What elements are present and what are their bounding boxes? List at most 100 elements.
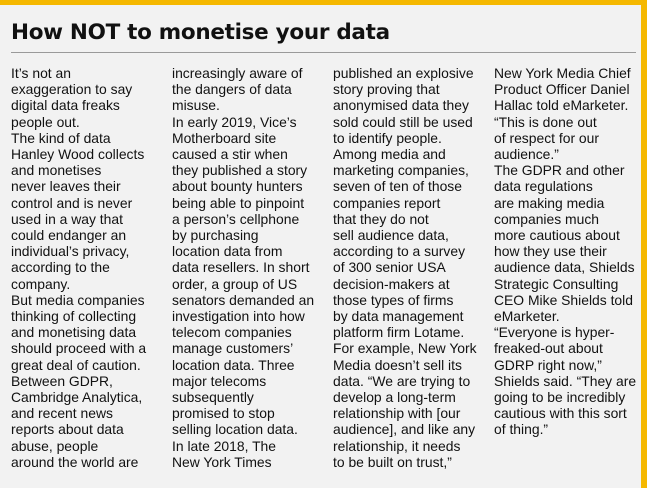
text-line: Motherboard site	[172, 129, 277, 146]
text-line: develop a long-term	[333, 389, 456, 406]
text-line: telecom companies	[172, 324, 292, 341]
text-line: For example, New York	[333, 340, 477, 357]
text-line: promised to stop	[172, 405, 275, 422]
text-line: thinking of collecting	[11, 308, 137, 325]
text-line: those types of firms	[333, 291, 454, 308]
text-line: audience.”	[494, 146, 559, 163]
text-line: anonymised data they	[333, 97, 469, 114]
text-line: great deal of caution.	[11, 356, 141, 373]
text-line: CEO Mike Shields told	[494, 291, 633, 308]
article-column-3: published an explosive story proving that…	[333, 65, 477, 470]
article-column-4: New York Media Chief Product Officer Dani…	[494, 65, 636, 438]
text-line: companies much	[494, 210, 600, 227]
text-line: about bounty hunters	[172, 178, 303, 195]
text-line: should proceed with a	[11, 340, 147, 357]
text-line: GDRP right now,”	[494, 356, 602, 373]
text-line: It’s not an	[11, 65, 71, 81]
text-line: story proving that	[333, 81, 440, 98]
text-line: used in a way that	[11, 210, 123, 227]
text-line: are making media	[494, 194, 605, 211]
text-line: of 300 senior USA	[333, 259, 446, 276]
text-line: major telecoms	[172, 372, 267, 389]
text-line: New York Times	[172, 453, 272, 470]
text-line: manage customers’	[172, 340, 294, 357]
text-line: according to the	[11, 259, 110, 276]
text-line: Strategic Consulting	[494, 275, 619, 292]
text-line: sold could still be used	[333, 113, 473, 130]
text-line: marketing companies,	[333, 162, 469, 179]
text-line: misuse.	[172, 97, 220, 114]
text-line: of thing.”	[494, 421, 549, 438]
text-line: by purchasing	[172, 227, 259, 244]
text-line: Hallac told eMarketer.	[494, 97, 629, 114]
text-line: seven of ten of those	[333, 178, 462, 195]
text-line: order, a group of US	[172, 275, 298, 292]
text-line: companies report	[333, 194, 441, 211]
text-line: individual’s privacy,	[11, 243, 130, 260]
text-line: platform firm Lotame.	[333, 324, 465, 341]
text-line: abuse, people	[11, 437, 99, 454]
text-line: a person’s cellphone	[172, 210, 300, 227]
text-line: data resellers. In short	[172, 259, 310, 276]
text-line: the dangers of data	[172, 81, 292, 98]
text-line: more cautious about	[494, 227, 620, 244]
text-line: increasingly aware of	[172, 65, 303, 81]
text-line: Hanley Wood collects	[11, 146, 145, 163]
text-line: audience data, Shields	[494, 259, 635, 276]
text-line: audience], and like any	[333, 421, 476, 438]
text-line: could endanger an	[11, 227, 127, 244]
text-line: eMarketer.	[494, 308, 560, 325]
text-line: Shields said. “They are	[494, 372, 637, 389]
text-line: according to a survey	[333, 243, 466, 260]
text-line: location data from	[172, 243, 283, 260]
text-line: “This is done out	[494, 113, 597, 130]
text-line: relationship with [our	[333, 405, 461, 422]
article-column-2: increasingly aware of the dangers of data…	[172, 65, 314, 470]
text-line: In late 2018, The	[172, 437, 277, 454]
text-line: and recent news	[11, 405, 113, 422]
text-line: subsequently	[172, 389, 254, 406]
text-line: decision-makers at	[333, 275, 450, 292]
text-line: that they do not	[333, 210, 429, 227]
text-line: published an explosive	[333, 65, 474, 81]
text-line: Between GDPR,	[11, 372, 113, 389]
article-headline: How NOT to monetise your data	[11, 20, 390, 45]
text-line: The kind of data	[11, 129, 111, 146]
text-line: of respect for our	[494, 129, 600, 146]
text-line: and monetises	[11, 162, 102, 179]
text-line: sell audience data,	[333, 227, 449, 244]
text-line: Product Officer Daniel	[494, 81, 630, 98]
text-line: digital data freaks	[11, 97, 120, 114]
text-line: around the world are	[11, 453, 139, 470]
text-line: Cambridge Analytica,	[11, 389, 143, 406]
text-line: Media doesn’t sell its	[333, 356, 462, 373]
text-line: selling location data.	[172, 421, 298, 438]
text-line: cautious with this sort	[494, 405, 627, 422]
text-line: investigation into how	[172, 308, 305, 325]
text-line: never leaves their	[11, 178, 121, 195]
text-line: freaked-out about	[494, 340, 603, 357]
text-line: New York Media Chief	[494, 65, 631, 81]
article-column-1: It’s not an exaggeration to say digital da…	[11, 65, 146, 470]
text-line: being able to pinpoint	[172, 194, 305, 211]
text-line: senators demanded an	[172, 291, 315, 308]
text-line: “Everyone is hyper-	[494, 324, 615, 341]
text-line: caused a stir when	[172, 146, 288, 163]
text-line: exaggeration to say	[11, 81, 133, 98]
text-line: people out.	[11, 113, 80, 130]
text-line: and monetising data	[11, 324, 137, 341]
text-line: relationship, it needs	[333, 437, 461, 454]
text-line: But media companies	[11, 291, 145, 308]
text-line: reports about data	[11, 421, 124, 438]
text-line: data regulations	[494, 178, 593, 195]
text-line: The GDPR and other	[494, 162, 625, 179]
text-line: how they use their	[494, 243, 607, 260]
headline-divider	[11, 52, 636, 53]
text-line: by data management	[333, 308, 464, 325]
text-line: they published a story	[172, 162, 308, 179]
text-line: control and is never	[11, 194, 133, 211]
text-line: In early 2019, Vice’s	[172, 113, 297, 130]
text-line: going to be incredibly	[494, 389, 626, 406]
text-line: company.	[11, 275, 71, 292]
